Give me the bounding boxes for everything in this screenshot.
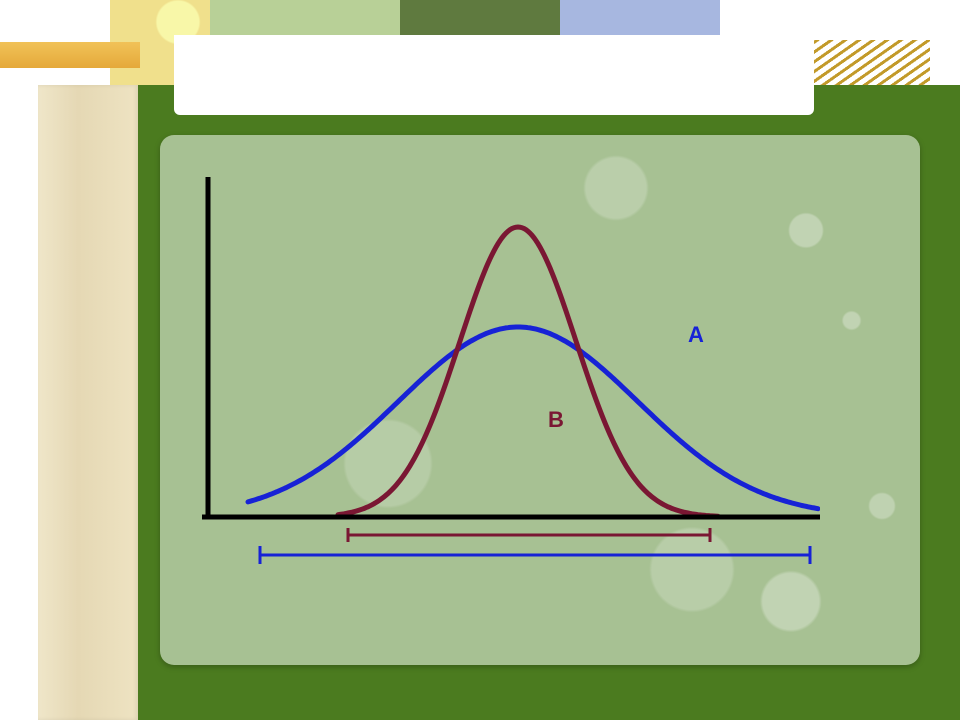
left-paper-margin — [38, 85, 138, 720]
title-placeholder — [174, 35, 814, 115]
distribution-chart — [180, 167, 820, 577]
chart-card: A B — [160, 135, 920, 665]
stage: A B — [0, 0, 960, 720]
gold-swatch — [0, 42, 140, 68]
slide-area: A B — [138, 85, 960, 720]
